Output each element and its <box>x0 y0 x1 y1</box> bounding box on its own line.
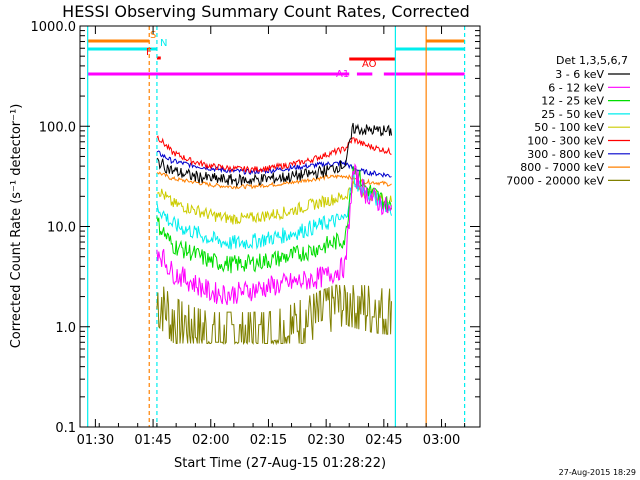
flag-label: F <box>146 47 152 58</box>
legend-label: 50 - 100 keV <box>534 121 604 134</box>
y-ticks: 0.1 1.0 10.0 100.0 1000.0 <box>31 20 480 436</box>
series-line-4 <box>156 180 392 225</box>
x-tick-label: 02:00 <box>192 433 229 448</box>
legend-label: 300 - 800 keV <box>527 148 604 161</box>
series-line-0 <box>156 122 392 188</box>
x-tick-label: 01:30 <box>77 433 114 448</box>
legend-label: 100 - 300 keV <box>527 135 604 148</box>
x-tick-label: 02:15 <box>250 433 287 448</box>
legend-label: 12 - 25 keV <box>541 95 604 108</box>
legend-label: 3 - 6 keV <box>555 68 604 81</box>
series-line-5 <box>156 135 392 174</box>
series-line-6 <box>156 150 392 178</box>
y-tick-label: 1.0 <box>55 321 76 336</box>
x-axis-label: Start Time (27-Aug-15 01:28:22) <box>174 456 386 471</box>
flag-label: S <box>150 30 156 41</box>
series-line-1 <box>156 163 392 306</box>
x-tick-label: 03:00 <box>423 433 460 448</box>
y-tick-label: 1000.0 <box>31 20 77 35</box>
series-layer <box>156 122 392 346</box>
flag-label: N <box>160 38 167 49</box>
x-tick-label: 01:45 <box>134 433 171 448</box>
legend-label: 800 - 7000 keV <box>520 161 604 174</box>
footer-timestamp: 27-Aug-2015 18:29 <box>559 468 636 477</box>
y-tick-label: 0.1 <box>55 421 76 436</box>
flag-label: A1 <box>336 69 349 80</box>
x-tick-label: 02:45 <box>365 433 402 448</box>
y-axis-label: Corrected Count Rate (s⁻¹ detector⁻¹) <box>9 104 24 349</box>
plot-frame <box>79 25 481 428</box>
series-line-8 <box>156 284 392 346</box>
y-tick-label: 10.0 <box>47 221 76 236</box>
flags-layer: SNF AO A1 <box>87 30 465 80</box>
legend-title: Det 1,3,5,6,7 <box>556 54 628 67</box>
legend-label: 6 - 12 keV <box>548 81 604 94</box>
legend-label: 7000 - 20000 keV <box>506 174 604 187</box>
flag-label: AO <box>362 59 377 70</box>
y-tick-label: 100.0 <box>39 120 76 135</box>
x-ticks: 01:30 01:45 02:00 02:15 02:30 02:45 03:00 <box>77 26 466 448</box>
vertical-lines-layer <box>87 26 466 427</box>
legend-label: 25 - 50 keV <box>541 108 604 121</box>
chart-title: HESSI Observing Summary Count Rates, Cor… <box>62 2 470 21</box>
x-tick-label: 02:30 <box>307 433 344 448</box>
